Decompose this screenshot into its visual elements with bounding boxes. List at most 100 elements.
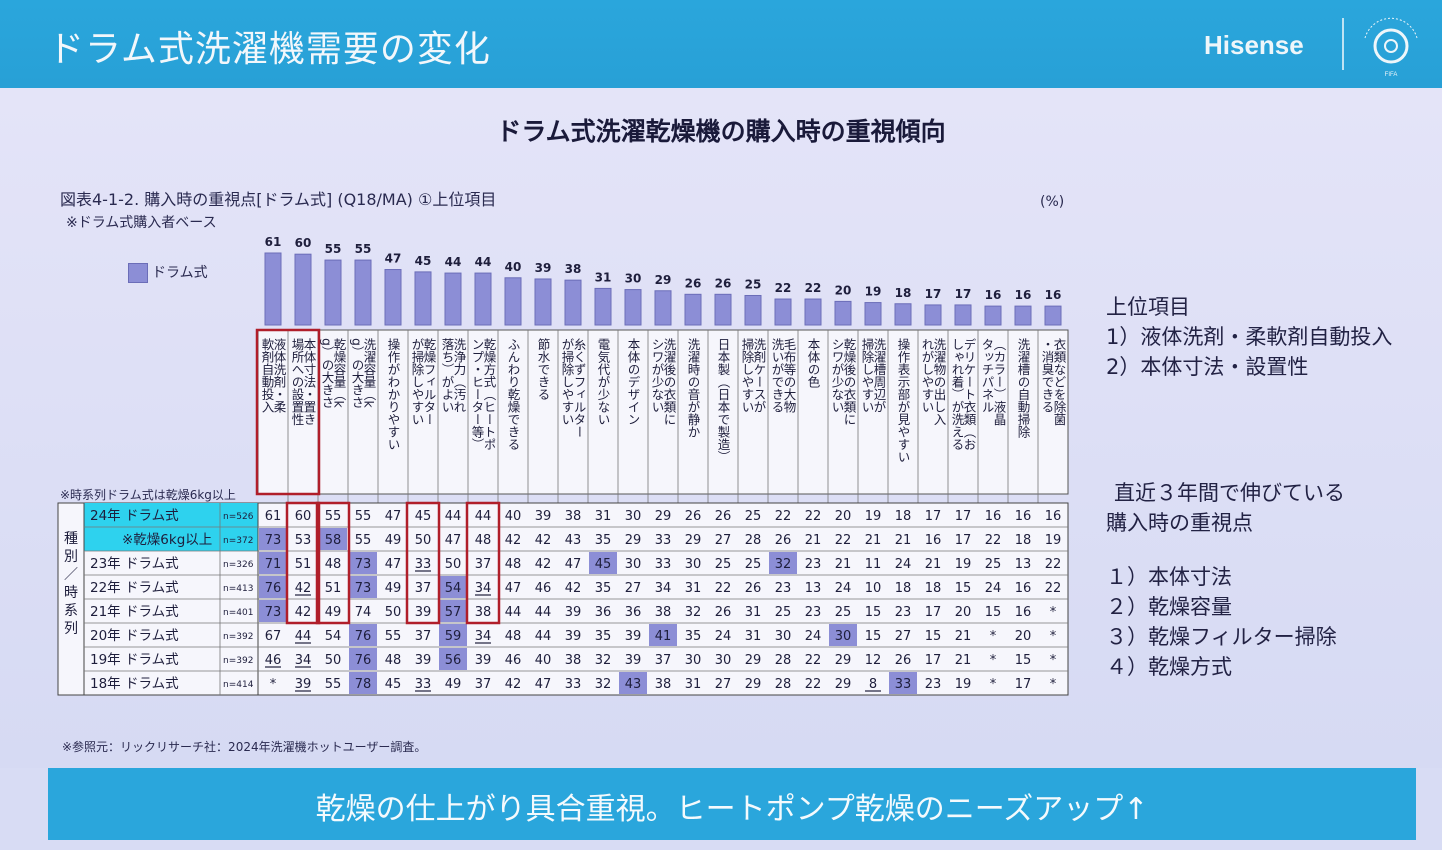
- table-cell: 50: [385, 605, 402, 620]
- bar-value-label: 17: [925, 287, 942, 301]
- category-label: 洗剤ケースが: [752, 338, 767, 413]
- table-cell: 25: [745, 509, 762, 524]
- table-cell: *: [990, 677, 997, 692]
- table-cell: 29: [745, 653, 762, 668]
- category-label: 洗濯時の音が静か: [686, 338, 701, 438]
- table-cell: 37: [415, 629, 432, 644]
- table-cell: 55: [355, 509, 372, 524]
- category-label: g）の大きさ: [350, 338, 365, 408]
- category-label: 衣類などを除菌: [1052, 337, 1067, 426]
- table-cell: 26: [895, 653, 912, 668]
- chart-subtitle: ドラム式洗濯乾燥機の購入時の重視傾向: [496, 117, 946, 146]
- highlight-cell: [259, 576, 287, 598]
- growth-item: ４）乾燥方式: [1106, 655, 1232, 679]
- table-cell: 39: [475, 653, 492, 668]
- unit-label: (%): [1040, 194, 1065, 210]
- table-cell: 35: [595, 533, 612, 548]
- table-cell: 42: [505, 533, 522, 548]
- table-cell: 16: [1015, 581, 1032, 596]
- table-cell: 48: [505, 629, 522, 644]
- table-cell: 31: [745, 605, 762, 620]
- table-cell: 17: [925, 653, 942, 668]
- table-cell: 60: [295, 509, 312, 524]
- table-cell: 49: [325, 605, 342, 620]
- highlight-cell: [829, 624, 857, 646]
- bar-value-label: 44: [445, 255, 462, 269]
- top-item: 1）液体洗剤・柔軟剤自動投入: [1106, 325, 1393, 349]
- table-cell: 46: [505, 653, 522, 668]
- table-cell: 73: [355, 581, 372, 596]
- table-cell: 15: [1015, 653, 1032, 668]
- bar: [354, 259, 372, 326]
- table-cell: 37: [415, 581, 432, 596]
- table-cell: 26: [685, 509, 702, 524]
- table-cell: 28: [775, 677, 792, 692]
- row-label: 24年 ドラム式: [90, 508, 179, 524]
- table-cell: 29: [835, 677, 852, 692]
- table-cell: 38: [655, 677, 672, 692]
- title-bar: ドラム式洗濯機需要の変化 Hisense FIFA: [0, 0, 1442, 88]
- bar: [474, 272, 492, 326]
- table-cell: 31: [595, 509, 612, 524]
- table-cell: 16: [985, 509, 1002, 524]
- table-cell: 18: [925, 581, 942, 596]
- bar-value-label: 55: [355, 242, 372, 256]
- table-cell: 29: [685, 533, 702, 548]
- table-cell: 45: [415, 509, 432, 524]
- table-cell: 54: [325, 629, 342, 644]
- bar: [984, 305, 1002, 326]
- table-cell: *: [1050, 653, 1057, 668]
- table-cell: 47: [565, 557, 582, 572]
- bar-value-label: 38: [565, 262, 582, 276]
- table-cell: 39: [565, 629, 582, 644]
- highlight-cell: [349, 576, 377, 598]
- bar: [564, 279, 582, 326]
- table-cell: 28: [775, 653, 792, 668]
- table-cell: 44: [505, 605, 522, 620]
- table-cell: 24: [715, 629, 732, 644]
- bar: [504, 277, 522, 326]
- growth-heading: 直近３年間で伸びている: [1114, 481, 1345, 505]
- category-label: シワが少ない: [650, 338, 665, 413]
- table-cell: 34: [475, 629, 492, 644]
- bar-value-label: 29: [655, 273, 672, 287]
- bar: [954, 304, 972, 326]
- table-cell: 39: [625, 629, 642, 644]
- table-cell: 47: [385, 557, 402, 572]
- slide-title: ドラム式洗濯機需要の変化: [48, 29, 491, 70]
- category-label: 洗濯容量（k: [362, 338, 377, 409]
- category-label: 日本製（日本で製造）: [716, 338, 731, 463]
- reference-note: ※参照元：リックリサーチ社：2024年洗濯機ホットユーザー調査。: [62, 740, 427, 754]
- table-cell: *: [990, 629, 997, 644]
- category-label: 洗濯後の衣類に: [662, 338, 677, 426]
- bar: [744, 294, 762, 326]
- table-cell: 26: [715, 605, 732, 620]
- table-cell: 67: [265, 629, 282, 644]
- growth-panel: 直近３年間で伸びている 購入時の重視点 １）本体寸法 ２）乾燥容量 ３）乾燥フィ…: [1106, 478, 1345, 682]
- bar: [624, 289, 642, 326]
- table-cell: 37: [475, 677, 492, 692]
- bar-value-label: 55: [325, 242, 342, 256]
- table-cell: 31: [685, 677, 702, 692]
- highlight-cell: [889, 672, 917, 694]
- bar-value-label: 26: [715, 276, 732, 290]
- table-cell: 50: [415, 533, 432, 548]
- category-label: 落ち）がよい: [440, 338, 455, 413]
- highlight-cell: [649, 624, 677, 646]
- table-cell: 22: [715, 581, 732, 596]
- table-cell: 16: [1015, 509, 1032, 524]
- bar: [894, 303, 912, 326]
- table-cell: 57: [445, 605, 462, 620]
- table-cell: 61: [265, 509, 282, 524]
- table-cell: 55: [325, 677, 342, 692]
- emphasis-box: [255, 328, 321, 496]
- table-cell: 18: [1015, 533, 1032, 548]
- table-cell: 33: [415, 677, 432, 692]
- category-label: ふんわり乾燥できる: [506, 338, 521, 451]
- table-cell: 59: [445, 629, 462, 644]
- table-cell: 48: [385, 653, 402, 668]
- bar-value-label: 22: [775, 281, 792, 295]
- table-cell: 17: [1015, 677, 1032, 692]
- bar: [594, 287, 612, 326]
- bar: [924, 304, 942, 326]
